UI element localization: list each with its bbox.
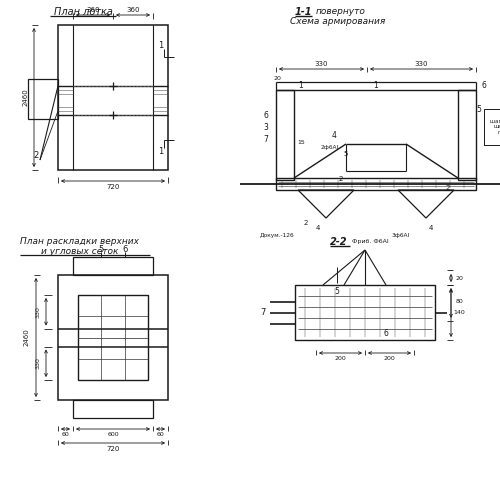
Text: 20: 20: [273, 76, 281, 80]
Bar: [484, 109, 500, 145]
Text: План раскладки верхних: План раскладки верхних: [20, 238, 140, 246]
Text: 2: 2: [339, 176, 343, 182]
Text: 6: 6: [263, 110, 268, 120]
Text: 330: 330: [315, 61, 328, 67]
Bar: [73, 400, 153, 418]
Text: 7: 7: [263, 136, 268, 144]
Text: 330: 330: [415, 61, 428, 67]
Text: 4: 4: [332, 132, 336, 140]
Text: 330: 330: [36, 306, 41, 318]
Text: 4: 4: [316, 225, 320, 231]
Bar: [73, 257, 153, 275]
Text: 15: 15: [297, 140, 305, 144]
Bar: [458, 90, 476, 180]
Text: повернуто: повернуто: [316, 8, 366, 16]
Text: 5: 5: [344, 151, 348, 157]
Text: 3ф6AI: 3ф6AI: [391, 234, 409, 238]
Text: 200: 200: [384, 356, 396, 362]
Text: 2460: 2460: [23, 88, 29, 106]
Text: 360: 360: [86, 7, 100, 13]
Bar: [28, 78, 58, 119]
Text: 6: 6: [122, 244, 128, 254]
Text: 6: 6: [481, 82, 486, 90]
Text: 2460: 2460: [24, 328, 30, 346]
Text: 5: 5: [334, 286, 340, 296]
Text: Фриб. Ф6АI: Фриб. Ф6АI: [352, 240, 389, 244]
Text: Схема армирования: Схема армирования: [290, 16, 385, 26]
Bar: [295, 285, 435, 340]
Bar: [78, 295, 148, 380]
Text: 6: 6: [384, 330, 388, 338]
Bar: [276, 178, 476, 190]
Text: 720: 720: [106, 446, 120, 452]
Bar: [276, 90, 294, 180]
Text: 2: 2: [446, 185, 450, 191]
Text: и угловых сеток: и угловых сеток: [42, 246, 118, 256]
Text: 1: 1: [298, 82, 303, 90]
Bar: [58, 275, 168, 400]
Text: 330: 330: [36, 358, 41, 369]
Text: 2-2: 2-2: [330, 237, 347, 247]
Text: 1: 1: [158, 148, 164, 156]
Text: 720: 720: [106, 184, 120, 190]
Text: 2: 2: [34, 152, 38, 160]
Text: 1: 1: [374, 82, 378, 90]
Text: 4: 4: [429, 225, 433, 231]
Text: План лотка: План лотка: [54, 7, 112, 17]
Text: 2ф6AI: 2ф6AI: [321, 146, 339, 150]
Text: 600: 600: [107, 432, 119, 438]
Text: 200: 200: [334, 356, 346, 362]
Text: 360: 360: [126, 7, 140, 13]
Text: 20: 20: [455, 276, 463, 280]
Text: 80: 80: [455, 299, 463, 304]
Text: 5: 5: [98, 244, 103, 254]
Text: Докум.-126: Докум.-126: [260, 234, 294, 238]
Text: 1: 1: [158, 40, 164, 50]
Text: 60: 60: [62, 432, 70, 438]
Text: 7: 7: [260, 308, 266, 317]
Bar: [58, 25, 168, 170]
Text: 5: 5: [476, 104, 482, 114]
Text: шаг Ф6х500 в
шахматном
порядке: шаг Ф6х500 в шахматном порядке: [490, 118, 500, 136]
Text: 140: 140: [453, 310, 465, 315]
Text: 2: 2: [304, 220, 308, 226]
Text: 1-1: 1-1: [295, 7, 312, 17]
Text: 3: 3: [263, 124, 268, 132]
Text: 60: 60: [156, 432, 164, 438]
